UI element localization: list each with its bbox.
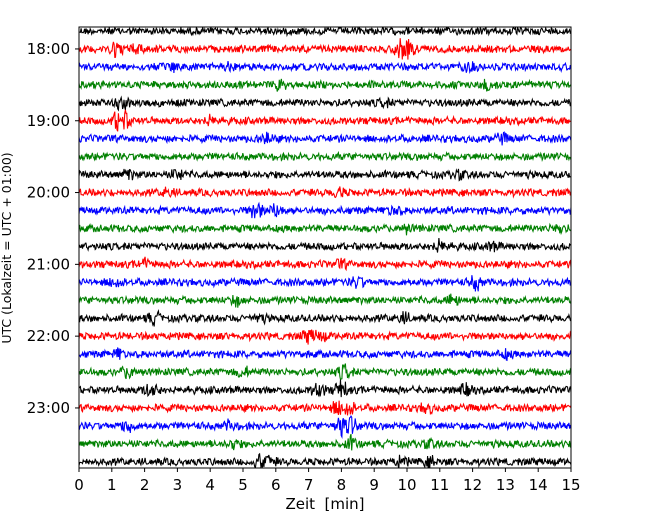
x-axis-label: Zeit [min] [285,495,364,513]
x-tick-label: 6 [271,476,281,494]
trace-line [79,256,571,272]
x-tick-label: 7 [304,476,314,494]
y-tick-label: 20:00 [27,184,70,202]
x-tick-label: 5 [238,476,248,494]
trace-line [79,400,571,416]
y-tick-label: 22:00 [27,327,70,345]
x-tick-label: 3 [173,476,183,494]
trace-line [79,131,571,146]
plot-frame [78,26,572,469]
trace-line [79,329,571,345]
trace-line [79,238,571,253]
trace-line [79,186,571,199]
x-axis: 0 1 2 3 4 5 6 7 8 9 10 11 12 13 14 15 [74,468,581,494]
trace-line [79,293,571,308]
y-tick-label: 19:00 [27,112,70,130]
x-tick-label: 4 [205,476,215,494]
trace-line [79,95,571,112]
trace-line [79,109,571,132]
y-tick-label: 21:00 [27,255,70,273]
trace-line [79,414,571,440]
trace-line [79,309,571,327]
x-tick-label: 9 [369,476,379,494]
y-axis-label: UTC (Lokalzeit = UTC + 01:00) [0,152,14,343]
trace-line [79,78,571,92]
trace-line [79,60,571,74]
x-tick-label: 0 [74,476,84,494]
x-tick-label: 8 [337,476,347,494]
x-tick-label: 11 [430,476,449,494]
trace-line [79,433,571,451]
trace-line [79,275,571,292]
x-tick-label: 1 [107,476,117,494]
trace-line [79,201,571,219]
x-tick-label: 10 [397,476,416,494]
trace-line [79,38,571,60]
x-tick-label: 14 [529,476,548,494]
y-tick-label: 23:00 [27,399,70,417]
x-tick-label: 15 [561,476,580,494]
x-tick-label: 2 [140,476,150,494]
trace-line [79,452,571,468]
trace-line [79,222,571,236]
trace-line [79,363,571,381]
y-axis: 18:00 19:00 20:00 21:00 22:00 23:00 [27,40,79,417]
x-tick-label: 12 [463,476,482,494]
x-tick-label: 13 [496,476,515,494]
trace-line [79,379,571,398]
trace-line [79,347,571,362]
y-tick-label: 18:00 [27,40,70,58]
trace-line [79,27,571,38]
seismogram-traces [79,27,571,468]
trace-line [79,168,571,182]
trace-line [79,150,571,163]
